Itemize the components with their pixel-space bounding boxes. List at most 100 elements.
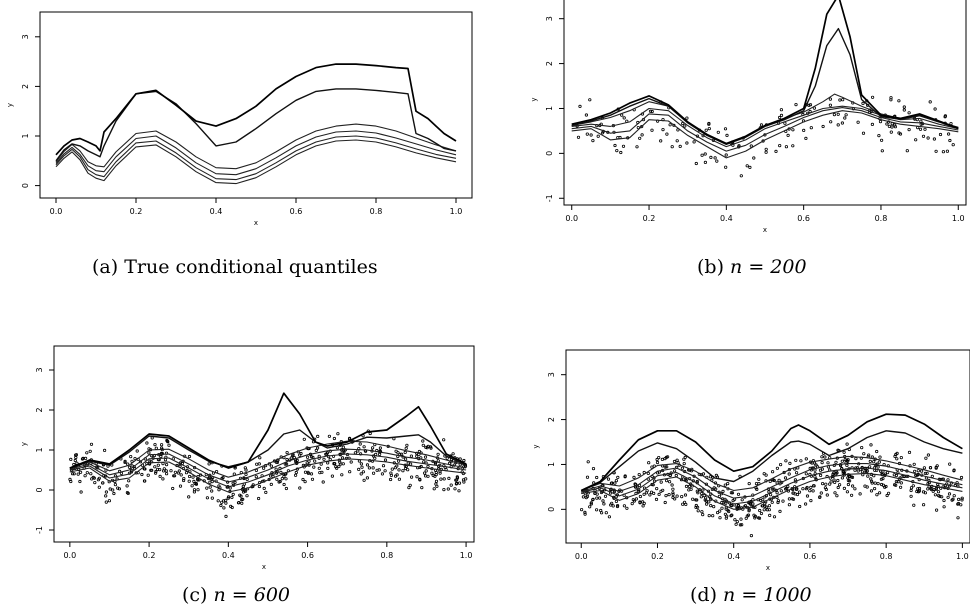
data-point: [663, 465, 667, 469]
x-tick-label: 0.2: [651, 552, 664, 561]
data-point: [938, 494, 942, 498]
data-point: [788, 461, 792, 465]
data-point: [836, 485, 840, 490]
data-point: [860, 446, 864, 450]
data-point: [143, 479, 147, 483]
data-point: [625, 506, 629, 510]
data-point: [925, 471, 929, 475]
data-point: [942, 505, 946, 509]
data-point: [370, 446, 375, 450]
data-point: [682, 462, 686, 466]
data-point: [134, 471, 138, 475]
data-point: [191, 475, 195, 479]
data-point: [650, 128, 654, 132]
data-point: [897, 99, 901, 103]
data-point: [909, 486, 914, 490]
data-point: [885, 493, 889, 498]
data-point: [108, 487, 112, 491]
data-point: [615, 149, 619, 153]
data-point: [856, 469, 860, 473]
y-tick-label: 3: [547, 372, 556, 377]
data-point: [596, 134, 600, 138]
data-point: [145, 441, 149, 445]
data-point: [675, 458, 679, 462]
data-point: [117, 487, 122, 491]
data-point: [946, 132, 951, 136]
data-point: [73, 458, 77, 463]
data-point: [409, 475, 414, 479]
data-point: [455, 476, 460, 480]
data-point: [834, 460, 838, 464]
data-point: [303, 470, 308, 474]
data-point: [158, 474, 162, 478]
data-point: [692, 140, 696, 144]
data-point: [377, 452, 382, 457]
data-point: [737, 504, 741, 508]
data-point: [837, 483, 842, 487]
data-point: [442, 477, 446, 481]
data-point: [705, 502, 709, 506]
data-point: [322, 457, 326, 461]
data-point: [867, 453, 871, 457]
data-point: [359, 462, 363, 466]
quantile-curve: [581, 463, 963, 499]
data-point: [584, 496, 588, 500]
data-point: [423, 455, 428, 459]
x-tick-label: 0.4: [222, 551, 235, 560]
data-point: [735, 520, 739, 524]
data-point: [262, 486, 266, 490]
x-tick-label: 1.0: [460, 551, 473, 560]
data-point: [156, 463, 160, 467]
data-point: [165, 463, 169, 467]
data-point: [196, 488, 200, 492]
data-point: [703, 498, 707, 502]
data-point: [404, 446, 408, 450]
caption-c-math: n = 600: [213, 584, 291, 606]
data-point: [258, 456, 262, 460]
data-point: [659, 480, 663, 484]
data-point: [779, 489, 783, 493]
quantile-curve: [571, 107, 959, 152]
data-point: [879, 138, 884, 142]
data-point: [228, 486, 232, 490]
data-point: [956, 501, 961, 506]
data-point: [909, 488, 913, 493]
data-point: [820, 482, 825, 486]
data-point: [887, 124, 891, 129]
data-point: [604, 511, 608, 515]
data-point: [68, 477, 72, 481]
data-point: [301, 477, 305, 482]
data-point: [934, 508, 939, 512]
data-point: [462, 480, 466, 484]
plot-frame: [565, 349, 970, 544]
data-point: [417, 449, 421, 454]
data-point: [736, 492, 741, 496]
data-point: [896, 480, 900, 484]
data-point: [915, 489, 919, 494]
data-point: [854, 457, 858, 461]
data-point: [881, 483, 885, 487]
data-point: [836, 112, 840, 116]
data-point: [869, 443, 873, 447]
data-point: [333, 462, 337, 466]
data-point: [809, 126, 813, 130]
data-point: [609, 503, 613, 507]
data-point: [349, 460, 353, 464]
data-point: [306, 470, 310, 474]
y-tick-label: 3: [21, 34, 30, 39]
data-point: [675, 139, 679, 143]
data-point: [377, 468, 381, 472]
data-point: [911, 484, 915, 488]
data-point: [665, 132, 669, 136]
data-point: [348, 470, 352, 474]
data-point: [79, 470, 83, 474]
data-point: [298, 453, 302, 457]
data-point: [446, 487, 450, 491]
data-point: [390, 467, 394, 471]
data-point: [397, 477, 401, 481]
data-point: [268, 474, 273, 478]
data-point: [661, 128, 665, 132]
data-point: [674, 473, 678, 478]
y-tick-label: 0: [35, 487, 44, 492]
data-point: [646, 471, 650, 475]
